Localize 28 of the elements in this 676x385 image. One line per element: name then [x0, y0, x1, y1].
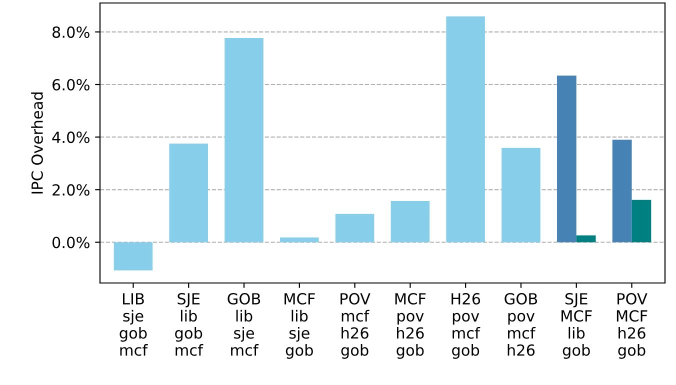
y-tick-label: 2.0% — [52, 184, 90, 196]
bar — [114, 242, 153, 270]
bar — [446, 16, 485, 242]
x-tick-label: GOB lib sje mcf — [228, 292, 260, 356]
y-tick-label: 8.0% — [52, 26, 90, 38]
bar — [390, 200, 430, 242]
x-tick-label: MCF lib sje gob — [284, 292, 315, 359]
x-tick-label: SJE lib gob mcf — [175, 292, 204, 356]
x-tick-label: POV mcf h26 gob — [340, 292, 370, 359]
x-tick-label: SJE MCF lib gob — [562, 292, 592, 359]
y-tick-label: 6.0% — [52, 78, 90, 91]
y-tick-label: 4.0% — [52, 132, 90, 144]
x-tick-label: H26 pov mcf gob — [452, 292, 480, 359]
bar — [612, 140, 632, 242]
x-tick-label: POV MCF h26 gob — [616, 292, 648, 359]
bar — [556, 76, 576, 242]
bar — [224, 38, 264, 242]
x-tick-label: GOB pov mcf h26 — [504, 292, 538, 356]
bar — [576, 235, 596, 242]
x-tick-label: MCF pov h26 gob — [395, 292, 426, 359]
bar — [169, 144, 208, 242]
y-tick-label: 0.0% — [52, 236, 90, 248]
x-tick-label: LIB sje gob mcf — [120, 293, 148, 356]
bar — [502, 148, 540, 242]
bar — [280, 238, 319, 242]
bar — [335, 214, 374, 242]
y-axis-title: IPC Overhead — [31, 92, 43, 194]
bar — [632, 200, 652, 242]
